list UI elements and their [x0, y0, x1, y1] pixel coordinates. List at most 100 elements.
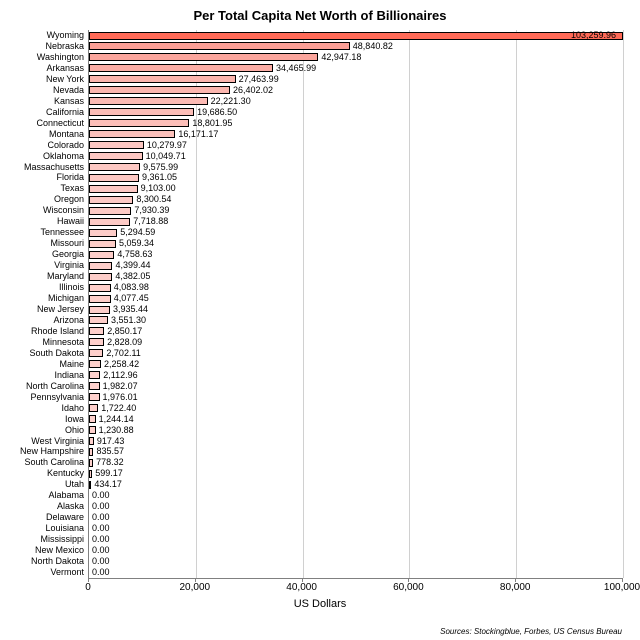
bar-row — [89, 381, 623, 392]
bar — [89, 327, 104, 335]
bar — [89, 251, 114, 259]
y-axis-label: North Dakota — [4, 556, 84, 567]
bar — [89, 382, 100, 390]
bar-row — [89, 512, 623, 523]
bar-row — [89, 370, 623, 381]
y-axis-label: Alabama — [4, 490, 84, 501]
bar — [89, 86, 230, 94]
y-axis-label: New Mexico — [4, 545, 84, 556]
value-label: 0.00 — [92, 501, 110, 512]
y-axis-label: New York — [4, 74, 84, 85]
bar — [89, 404, 98, 412]
value-label: 917.43 — [97, 436, 125, 447]
bar — [89, 185, 138, 193]
bar — [89, 262, 112, 270]
bar-row — [89, 107, 623, 118]
bar-row — [89, 118, 623, 129]
value-label: 0.00 — [92, 490, 110, 501]
bar — [89, 174, 139, 182]
value-label: 1,230.88 — [99, 425, 134, 436]
value-label: 4,758.63 — [117, 249, 152, 260]
x-tick-label: 80,000 — [500, 582, 531, 593]
y-axis-label: South Dakota — [4, 348, 84, 359]
value-label: 2,258.42 — [104, 359, 139, 370]
value-label: 0.00 — [92, 556, 110, 567]
bar — [89, 459, 93, 467]
bar — [89, 163, 140, 171]
bar-row — [89, 238, 623, 249]
bar — [89, 426, 96, 434]
bar-row — [89, 392, 623, 403]
value-label: 10,049.71 — [146, 151, 186, 162]
value-label: 5,059.34 — [119, 238, 154, 249]
bar — [89, 64, 273, 72]
value-label: 7,930.39 — [134, 205, 169, 216]
value-label: 9,361.05 — [142, 172, 177, 183]
bar — [89, 42, 350, 50]
y-axis-label: Maryland — [4, 271, 84, 282]
y-axis-label: Tennessee — [4, 227, 84, 238]
value-label: 2,850.17 — [107, 326, 142, 337]
value-label: 10,279.97 — [147, 140, 187, 151]
bar — [89, 371, 100, 379]
y-axis-label: New Jersey — [4, 304, 84, 315]
bar-row — [89, 249, 623, 260]
bar — [89, 97, 208, 105]
bar — [89, 229, 117, 237]
y-axis-label: Idaho — [4, 403, 84, 414]
value-label: 0.00 — [92, 534, 110, 545]
gridline — [623, 30, 624, 578]
chart-container: Per Total Capita Net Worth of Billionair… — [0, 0, 640, 640]
y-axis-label: Illinois — [4, 282, 84, 293]
value-label: 2,112.96 — [103, 370, 137, 381]
value-label: 5,294.59 — [120, 227, 155, 238]
bar — [89, 415, 96, 423]
y-axis-label: Mississippi — [4, 534, 84, 545]
y-axis-label: Washington — [4, 52, 84, 63]
value-label: 9,575.99 — [143, 162, 178, 173]
value-label: 42,947.18 — [321, 52, 361, 63]
y-axis-label: Vermont — [4, 567, 84, 578]
bar-row — [89, 468, 623, 479]
bar-row — [89, 414, 623, 425]
bar — [89, 240, 116, 248]
bar-row — [89, 337, 623, 348]
value-label: 434.17 — [94, 479, 122, 490]
bar-row — [89, 74, 623, 85]
bar-row — [89, 523, 623, 534]
y-axis-label: Ohio — [4, 425, 84, 436]
bar — [89, 130, 175, 138]
value-label: 2,702.11 — [106, 348, 140, 359]
bar-row — [89, 216, 623, 227]
y-axis-label: Utah — [4, 479, 84, 490]
value-label: 18,801.95 — [192, 118, 232, 129]
bar-row — [89, 282, 623, 293]
y-axis-label: Montana — [4, 129, 84, 140]
sources-text: Sources: Stockingblue, Forbes, US Census… — [440, 627, 622, 636]
value-label: 48,840.82 — [353, 41, 393, 52]
bar — [89, 32, 623, 40]
value-label: 1,976.01 — [103, 392, 138, 403]
bar-row — [89, 129, 623, 140]
bar-row — [89, 545, 623, 556]
bar-row — [89, 479, 623, 490]
bar — [89, 119, 189, 127]
value-label: 1,722.40 — [101, 403, 136, 414]
value-label: 0.00 — [92, 523, 110, 534]
bar-row — [89, 293, 623, 304]
y-axis-label: Arizona — [4, 315, 84, 326]
value-label: 0.00 — [92, 545, 110, 556]
bar — [89, 316, 108, 324]
bar-row — [89, 227, 623, 238]
bar-row — [89, 457, 623, 468]
bar — [89, 108, 194, 116]
bar-row — [89, 359, 623, 370]
y-axis-label: Florida — [4, 172, 84, 183]
y-axis-label: Oregon — [4, 194, 84, 205]
bar — [89, 393, 100, 401]
y-axis-label: Virginia — [4, 260, 84, 271]
y-axis-label: Missouri — [4, 238, 84, 249]
y-axis-label: Arkansas — [4, 63, 84, 74]
bar-row — [89, 403, 623, 414]
bar-row — [89, 315, 623, 326]
